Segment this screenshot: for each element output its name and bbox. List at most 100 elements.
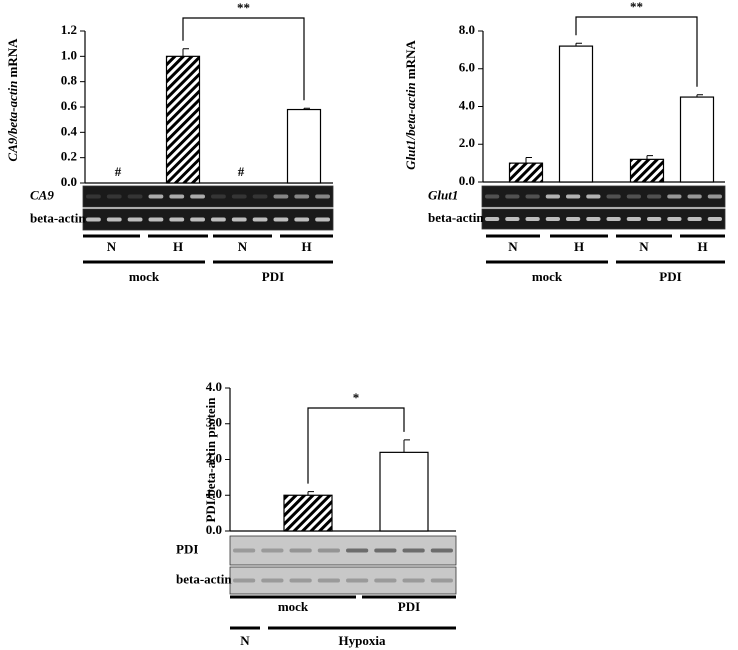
gel-row-label: beta-actin [428,210,484,225]
gel-strip [82,208,334,231]
category-label: PDI [398,599,420,614]
gel-band [606,194,621,199]
y-label-plain: mRNA [5,38,20,78]
y-tick-label: 1.0 [61,47,77,62]
bar [558,45,594,183]
category-label: mock [278,599,309,614]
gel-band [190,217,205,222]
significance-label: ** [237,0,250,15]
y-label-italic: CA9/beta-actin [5,81,20,162]
gel-band [566,217,581,221]
gel-row-label: Glut1 [428,187,458,202]
gel-band [566,194,581,199]
gel-band [261,548,284,553]
y-tick-label: 0.0 [206,522,222,537]
annotation: # [238,164,245,179]
bar [379,451,429,532]
gel-band [231,194,247,199]
gel-band [169,194,185,199]
y-tick-label: 0.6 [61,98,78,113]
group-label: N [240,633,250,648]
y-tick-label: 8.0 [459,22,475,37]
y-tick-label: 4.0 [206,379,222,394]
gel-band [106,194,122,199]
gel-band [261,578,284,583]
y-tick-label: 2.0 [459,135,475,150]
bar [679,96,715,183]
y-tick-label: 0.2 [61,149,77,164]
y-axis-label: Glut1/beta-actin mRNA [403,40,418,170]
gel-strip [481,208,726,230]
category-label: H [697,239,707,254]
gel-strip [229,566,457,595]
category-label: H [574,239,584,254]
bar [508,162,544,183]
gel-band [402,578,425,583]
error-bar [303,107,310,110]
gel-band [233,578,256,583]
gel-band [294,194,310,199]
y-tick-label: 6.0 [459,60,475,75]
y-tick-label: 0.8 [61,73,78,88]
y-tick-label: 3.0 [206,415,222,430]
error-bar [696,94,703,98]
gel-band [505,194,520,199]
category-label: H [173,239,183,254]
category-label: H [301,239,311,254]
gel-band [169,217,185,222]
gel-band [86,194,101,199]
significance-label: * [353,390,360,405]
gel-band [294,217,310,222]
gel-row-label: beta-actin [176,571,232,586]
gel-band [346,578,369,583]
gel-band [315,217,330,222]
gel-band [545,217,560,221]
y-tick-label: 2.0 [206,450,222,465]
significance-bracket [182,17,305,101]
gel-band [687,217,702,221]
gel-band [687,194,702,199]
gel-band [346,548,369,553]
gel-band [252,217,268,222]
group-label: PDI [262,269,284,284]
y-axis-label: PDI/beta-actin protein [203,397,218,523]
gel-row-label: CA9 [30,187,54,202]
error-bar [182,48,189,57]
gel-band [148,194,164,199]
y-axis-label: CA9/beta-actin mRNA [5,38,20,162]
gel-band [402,548,425,553]
group-label: PDI [659,269,681,284]
gel-band [289,578,312,583]
gel-band [190,194,205,199]
gel-band [374,548,397,553]
bar [283,494,333,532]
gel-band [86,217,101,222]
significance-bracket [307,407,405,484]
error-bar [403,439,410,453]
y-tick-label: 0.4 [61,123,78,138]
gel-band [545,194,560,199]
gel-strip [481,185,726,208]
gel-band [317,548,340,553]
gel-band [647,217,662,221]
gel-band [233,548,256,553]
y-label-plain: PDI/beta-actin protein [203,397,218,523]
group-label: mock [129,269,160,284]
gel-band [273,217,289,222]
gel-band [127,194,143,199]
gel-band [106,217,122,222]
gel-band [485,217,500,221]
category-label: N [107,239,117,254]
gel-band [505,217,520,221]
error-bar [575,42,582,47]
gel-band [273,194,289,199]
gel-band [586,194,601,199]
gel-band [148,217,164,222]
gel-band [606,217,621,221]
significance-bracket [575,16,698,87]
gel-band [231,217,247,222]
gel-band [430,548,453,553]
category-label: N [238,239,248,254]
annotation: # [115,164,122,179]
